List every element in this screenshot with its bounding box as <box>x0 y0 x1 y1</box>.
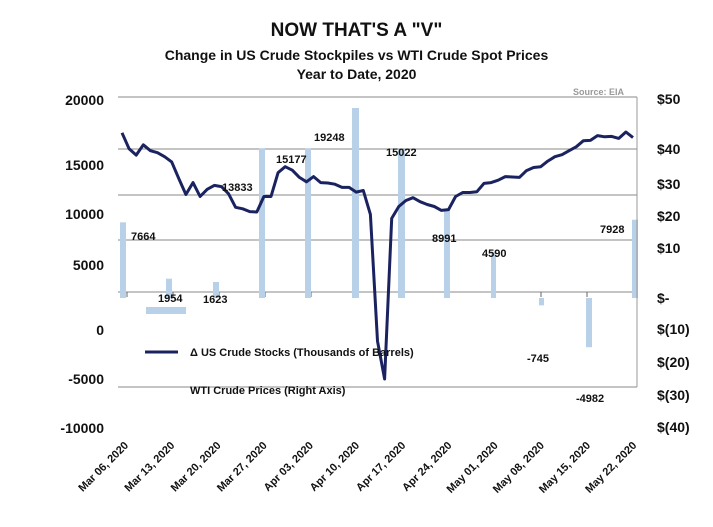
left-tick-label: -5000 <box>68 371 104 387</box>
bar-11 <box>586 298 592 348</box>
bar-data-label: 19248 <box>314 132 345 144</box>
right-tick-label: $- <box>657 290 670 306</box>
left-tick-label: 10000 <box>65 206 104 222</box>
left-tick-label: 5000 <box>73 257 104 273</box>
line-series <box>120 130 634 381</box>
left-tick-label: -10000 <box>60 420 104 436</box>
right-tick-label: $(30) <box>657 387 690 403</box>
bar-5 <box>305 148 311 298</box>
bar-8 <box>444 209 450 298</box>
bar-2 <box>166 278 172 298</box>
price-line <box>120 130 634 381</box>
right-axis-ticks: $50 $40 $30 $20 $10 $- $(10) $(20) $(30) $(40) <box>657 91 690 435</box>
chart-subtitle-1: Change in US Crude Stockpiles vs WTI Cru… <box>164 47 549 63</box>
bar-4 <box>259 148 265 298</box>
chart-title: NOW THAT'S A "V" <box>270 20 443 41</box>
bar-6 <box>352 108 359 298</box>
bar-3 <box>213 281 219 298</box>
bar-data-label: -745 <box>527 353 549 365</box>
legend-line-series-label: WTI Crude Prices (Right Axis) <box>190 385 346 397</box>
bars-series <box>120 108 638 348</box>
bar-data-label: 15022 <box>386 147 417 159</box>
bar-data-label: 8991 <box>432 233 456 245</box>
right-tick-label: $50 <box>657 91 681 107</box>
right-tick-label: $10 <box>657 240 681 256</box>
bar-data-label: 4590 <box>482 248 506 260</box>
bar-1 <box>146 307 186 314</box>
left-axis-ticks: 20000 15000 10000 5000 0 -5000 -10000 <box>60 92 104 436</box>
bar-data-labels: 7664 1954 1623 15177 19248 15022 8991 4590 -745 -… <box>131 132 624 405</box>
bar-data-label: 7664 <box>131 231 156 243</box>
bar-data-label: 13833 <box>222 182 253 194</box>
chart-subtitle-2: Year to Date, 2020 <box>296 66 417 82</box>
left-tick-label: 15000 <box>65 157 104 173</box>
right-tick-label: $(10) <box>657 321 690 337</box>
bar-0 <box>120 222 126 298</box>
bar-data-label: 15177 <box>276 154 307 166</box>
bar-data-label: 7928 <box>600 224 624 236</box>
bar-10 <box>539 298 544 306</box>
right-tick-label: $(40) <box>657 419 690 435</box>
right-tick-label: $(20) <box>657 354 690 370</box>
source-note: Source: EIA <box>573 87 625 97</box>
bar-data-label: 1623 <box>203 294 227 306</box>
bar-data-label: -4982 <box>576 393 604 405</box>
bar-9 <box>491 252 496 298</box>
legend-bar-series-label: Δ US Crude Stocks (Thousands of Barrels) <box>190 347 414 359</box>
legend: Δ US Crude Stocks (Thousands of Barrels)… <box>145 347 414 397</box>
right-tick-label: $30 <box>657 176 681 192</box>
right-tick-label: $20 <box>657 208 681 224</box>
bar-12 <box>632 219 638 298</box>
left-tick-label: 20000 <box>65 92 104 108</box>
right-tick-label: $40 <box>657 141 681 157</box>
bar-7 <box>398 149 405 298</box>
left-tick-label: 0 <box>96 322 104 338</box>
bar-data-label: 1954 <box>158 293 183 305</box>
